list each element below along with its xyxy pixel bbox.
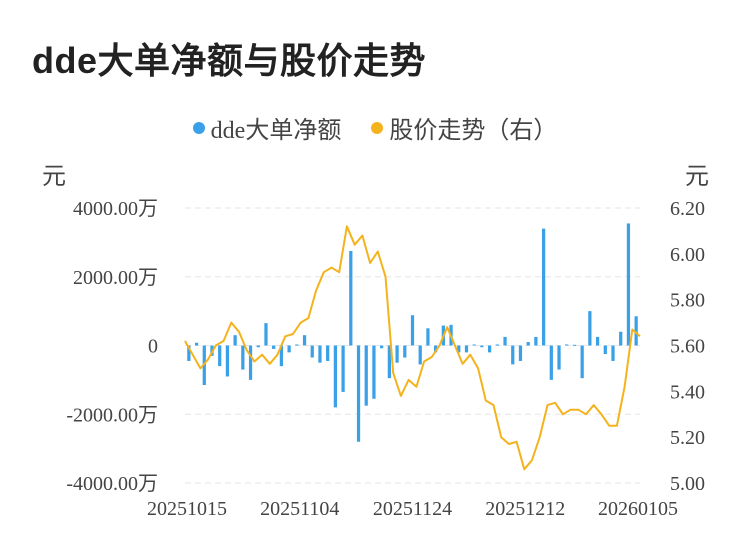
x-tick-label: 20251212	[485, 498, 565, 520]
bar	[387, 345, 391, 379]
bar	[565, 344, 569, 346]
x-tick-label: 20251015	[147, 498, 227, 520]
price-line	[184, 225, 641, 471]
bar	[464, 345, 469, 353]
bar	[218, 345, 222, 367]
bar	[364, 345, 368, 406]
bar	[380, 345, 384, 349]
legend-item-line[interactable]: 股价走势（右）	[371, 110, 557, 145]
y-left-tick-label: -2000.00万	[66, 404, 158, 426]
x-tick-label: 20251104	[260, 498, 339, 520]
bar	[410, 315, 415, 346]
bar	[511, 345, 515, 365]
bar	[256, 345, 260, 348]
bar	[333, 345, 338, 408]
bar	[426, 328, 430, 346]
bar	[434, 345, 438, 353]
y-left-tick-label: -4000.00万	[66, 473, 158, 495]
bar	[248, 345, 253, 380]
bar	[526, 342, 530, 346]
bar	[487, 345, 492, 353]
y-left-tick-label: 4000.00万	[73, 198, 158, 220]
x-tick-label: 20260105	[598, 498, 678, 520]
bar	[572, 344, 577, 346]
y-right-tick-label: 5.60	[670, 336, 705, 358]
bar	[310, 345, 314, 358]
bar	[241, 345, 245, 370]
bar	[233, 335, 237, 346]
bar	[634, 316, 638, 346]
bar	[480, 345, 484, 348]
bar	[580, 345, 584, 379]
bar	[619, 331, 623, 346]
bar	[472, 344, 476, 346]
y-right-tick-label: 5.80	[670, 290, 705, 312]
legend-label-line: 股价走势（右）	[389, 118, 558, 144]
bar	[194, 342, 199, 346]
y-right-tick-label: 6.00	[670, 244, 705, 266]
bar	[318, 345, 322, 363]
bar	[295, 344, 299, 346]
bar	[187, 345, 191, 361]
y-right-tick-label: 5.00	[670, 473, 705, 495]
y-left-tick-label: 2000.00万	[73, 267, 158, 289]
bar	[457, 345, 461, 353]
bar	[603, 345, 607, 355]
bar	[595, 336, 600, 346]
bar	[541, 228, 546, 346]
bar	[287, 345, 291, 353]
bar	[588, 311, 592, 346]
legend-item-bar[interactable]: dde大单净额	[192, 110, 342, 145]
bar	[403, 345, 407, 358]
legend-dot-icon	[371, 121, 384, 134]
x-tick-label: 20251124	[373, 498, 452, 520]
bar	[349, 250, 353, 346]
bar	[356, 345, 361, 442]
bar	[626, 223, 631, 346]
bar	[518, 345, 523, 361]
bar	[279, 345, 284, 367]
chart-title: dde大单净额与股价走势	[32, 40, 427, 81]
left-axis-unit: 元	[42, 164, 66, 190]
bar	[503, 336, 507, 346]
y-left-tick-label: 0	[148, 336, 158, 358]
legend: dde大单净额 股价走势（右）	[0, 110, 750, 145]
bar	[495, 344, 499, 346]
y-right-tick-label: 5.40	[670, 381, 705, 403]
legend-dot-icon	[192, 121, 205, 134]
right-axis-unit: 元	[685, 164, 709, 190]
bar	[372, 345, 376, 399]
bar	[549, 345, 553, 380]
bar	[341, 345, 345, 392]
bar	[611, 345, 615, 361]
bar	[395, 345, 399, 363]
y-right-tick-label: 6.20	[670, 198, 705, 220]
legend-label-bar: dde大单净额	[210, 118, 342, 144]
bar	[534, 336, 538, 346]
bar	[225, 345, 230, 377]
y-right-tick-label: 5.20	[670, 427, 705, 449]
bar	[557, 345, 561, 370]
bar	[326, 345, 330, 361]
bar	[302, 335, 307, 346]
bar	[418, 345, 422, 365]
bar	[264, 323, 268, 346]
bar	[272, 345, 276, 349]
